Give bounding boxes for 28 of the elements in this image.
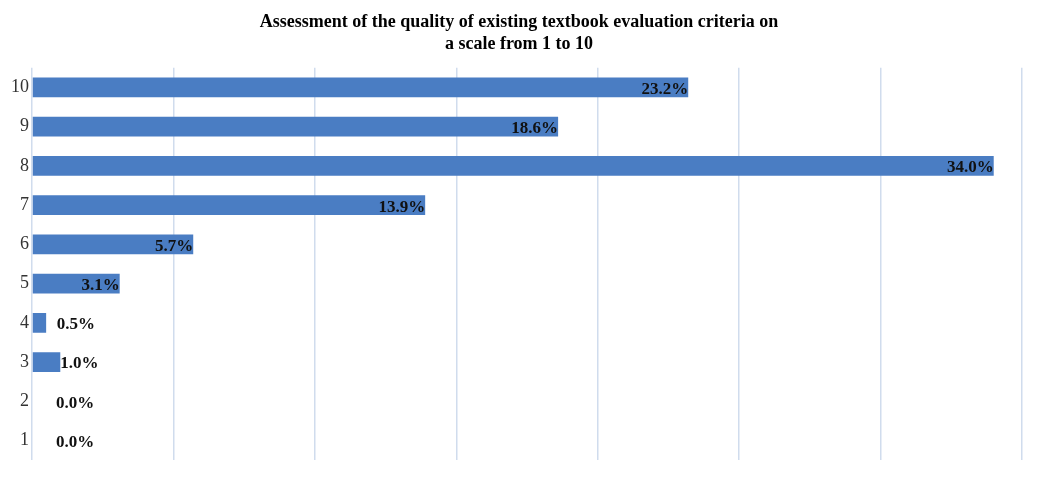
data-label: 13.9% [378,196,426,216]
y-tick-label: 3 [20,350,29,371]
data-label: 3.1% [81,275,120,295]
data-label: 34.0% [946,157,994,177]
bar [32,195,426,215]
bar [32,116,559,137]
y-tick-label: 5 [20,272,29,293]
y-tick-label: 9 [20,115,29,136]
bar [32,352,61,372]
y-tick-label: 6 [20,233,29,254]
data-label: 1.0% [60,353,99,373]
y-tick-label: 4 [20,311,29,332]
data-label: 23.2% [641,78,689,98]
chart-title: Assessment of the quality of existing textbook evaluation criteria on a scale from 1 to 10 [259,10,779,54]
data-label: 0.0% [56,392,95,412]
bar [32,77,689,98]
y-tick-label: 10 [11,76,29,97]
y-tick-label: 7 [20,193,29,214]
y-tick-label: 1 [20,429,29,450]
bar [32,313,47,333]
data-label: 18.6% [511,118,559,138]
data-label: 0.0% [56,431,95,451]
bar [32,156,994,176]
data-label: 0.5% [56,314,95,334]
y-tick-label: 2 [20,390,29,411]
bar [32,234,194,255]
data-label: 5.7% [154,235,194,255]
y-tick-label: 8 [20,154,29,175]
